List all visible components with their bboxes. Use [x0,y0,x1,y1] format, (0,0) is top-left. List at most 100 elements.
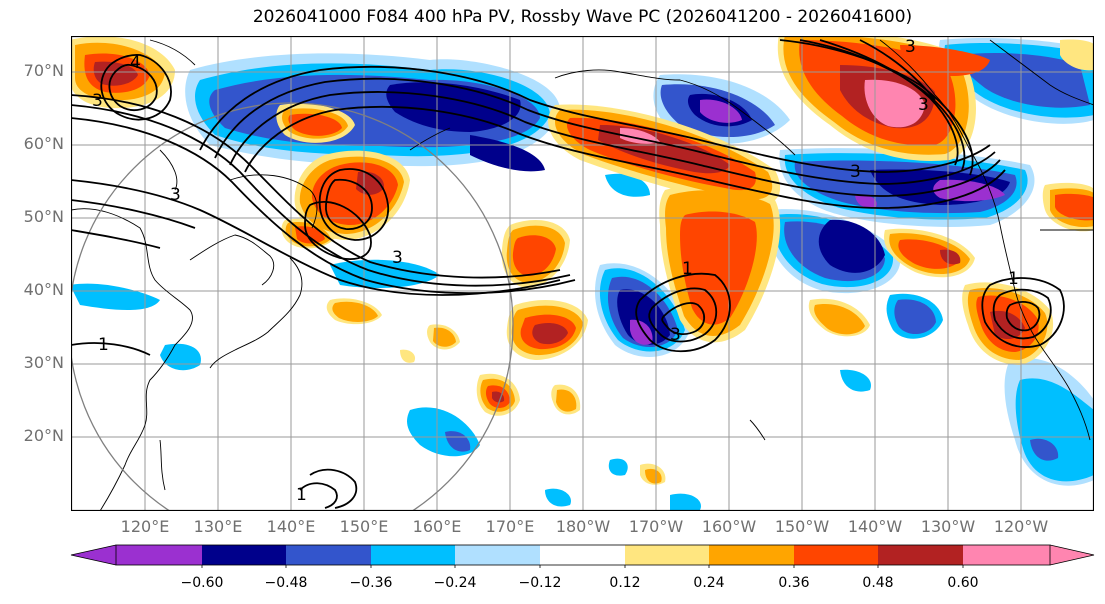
lon-label-150w: 150°W [774,517,830,536]
lat-label-30n: 30°N [23,353,64,372]
anomaly-patch [990,310,1025,340]
anomaly-patch [894,299,936,335]
contour-label: 1 [296,485,307,505]
anomaly-patch [400,349,416,363]
lat-label-40n: 40°N [23,280,64,299]
colorbar-segment [794,545,878,565]
colorbar-segment [709,545,794,565]
anomaly-patch [680,211,757,325]
colorbar-segment [116,545,202,565]
contour-label: 3 [905,37,916,57]
anomaly-patch [71,283,160,310]
colorbar-tick-label: −0.60 [180,575,224,591]
anomaly-patch [855,194,877,208]
anomaly-patch [900,45,990,77]
colorbar-segment [202,545,286,565]
colorbar-tick-label: 0.36 [778,575,810,591]
anomaly-patch [864,79,925,128]
colorbar-extend-high [1050,545,1094,565]
anomaly-patch [940,249,961,265]
lat-label-70n: 70°N [23,61,64,80]
anomaly-patch [700,99,742,123]
colorbar-tick-label: −0.48 [264,575,308,591]
anomaly-patch [620,128,660,144]
lon-label-160w: 160°W [701,517,757,536]
anomaly-patch [556,389,577,412]
anomaly-patch [840,369,871,392]
anomaly-patch [818,219,885,273]
colorbar-ticks [201,565,964,568]
lat-label-20n: 20°N [23,426,64,445]
contour-label: 3 [92,91,103,111]
colorbar-segments [71,545,1094,565]
anomaly-patch [814,304,865,335]
anomaly-patch [470,135,545,172]
anomaly-patch [433,327,456,347]
colorbar-segment [963,545,1050,565]
map-frame [71,36,1094,511]
colorbar-segment [286,545,371,565]
colorbar-segment [371,545,455,565]
contour-label: 3 [918,95,929,115]
anomaly-patch [670,493,701,511]
contour-label: 3 [670,325,681,345]
anomaly-patch [630,319,653,345]
pc-contours [71,39,1065,509]
contour-label: 3 [392,248,403,268]
lon-label-180w: 180°W [555,517,611,536]
pv-anomaly-fill [71,36,1094,511]
contour-label: 3 [850,162,861,182]
colorbar-tick-label: 0.24 [693,575,725,591]
range-circle [71,102,514,511]
contour-label: 3 [170,185,181,205]
anomaly-patch [645,468,662,484]
anomaly-patch [605,173,650,197]
colorbar-tick-label: 0.48 [862,575,894,591]
lon-label-120e: 120°E [120,517,170,536]
map-canvas: 4 3 3 3 3 3 1 1 1 1 3 3 [71,36,1094,511]
anomaly-patch [332,301,378,322]
colorbar-tick-label: −0.12 [518,575,562,591]
anomaly-patch [532,322,568,345]
colorbar-segment [625,545,709,565]
anomaly-patch [93,61,138,86]
colorbar [70,544,1095,568]
lon-label-160e: 160°E [412,517,462,536]
contour-label-group: 4 3 3 3 3 3 1 1 1 1 3 3 [92,37,1019,505]
lon-label-140w: 140°W [847,517,903,536]
anomaly-patch [1030,438,1059,461]
anomaly-patch [1055,193,1094,221]
anomaly-patch [1060,39,1094,71]
contour-label: 4 [130,53,141,73]
anomaly-patch [492,391,505,403]
colorbar-tick-label: −0.24 [433,575,477,591]
anomaly-patch [445,431,471,452]
lon-label-170e: 170°E [485,517,535,536]
colorbar-extend-low [71,545,116,565]
colorbar-segment [878,545,963,565]
anomaly-patch [1015,378,1094,482]
lat-label-50n: 50°N [23,207,64,226]
anomaly-patch [160,343,201,371]
coastlines [71,39,1094,511]
contour-label: 1 [682,259,693,279]
contour-label: 1 [1008,269,1019,289]
lon-label-130w: 130°W [920,517,976,536]
anomaly-patch [545,488,571,507]
lon-label-130e: 130°E [193,517,243,536]
map-title: 2026041000 F084 400 hPa PV, Rossby Wave … [252,7,913,27]
anomaly-patch [959,53,1090,108]
colorbar-tick-label: −0.36 [349,575,393,591]
colorbar-segment [455,545,540,565]
contour-label: 1 [98,335,109,355]
anomaly-patch [898,239,960,269]
lon-label-120w: 120°W [993,517,1049,536]
colorbar-tick-label: 0.12 [609,575,641,591]
lat-label-60n: 60°N [23,134,64,153]
colorbar-segment [540,545,625,565]
anomaly-patch [608,458,628,476]
anomaly-patch [512,235,556,276]
map-panel: 4 3 3 3 3 3 1 1 1 1 3 3 [71,36,1094,511]
lon-label-150e: 150°E [339,517,389,536]
lon-label-170w: 170°W [628,517,684,536]
